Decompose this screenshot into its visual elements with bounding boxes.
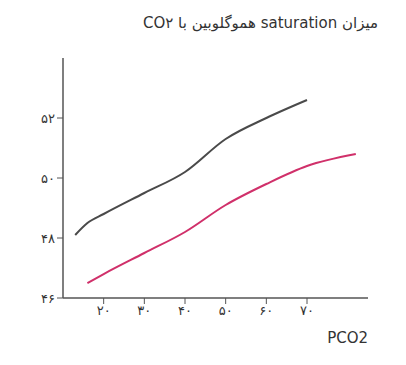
svg-text:۵۰: ۵۰ <box>41 171 55 186</box>
html-text:میزان saturation هموگلوبین با: میزان saturation هموگلوبین با CO۲ <box>143 14 378 32</box>
svg-text:۴۸: ۴۸ <box>41 231 55 246</box>
svg-text:۷۰: ۷۰ <box>300 303 314 318</box>
svg-text:۳۰: ۳۰ <box>137 303 151 318</box>
svg-text:۵۰: ۵۰ <box>219 303 233 318</box>
svg-text:۶۰: ۶۰ <box>259 303 273 318</box>
svg-text:۴۶: ۴۶ <box>41 291 55 306</box>
svg-text:۴۰: ۴۰ <box>178 303 192 318</box>
svg-text:۲۰: ۲۰ <box>97 303 111 318</box>
svg-text:PCO2: PCO2 <box>327 329 368 347</box>
svg-text:۵۲: ۵۲ <box>41 111 55 126</box>
